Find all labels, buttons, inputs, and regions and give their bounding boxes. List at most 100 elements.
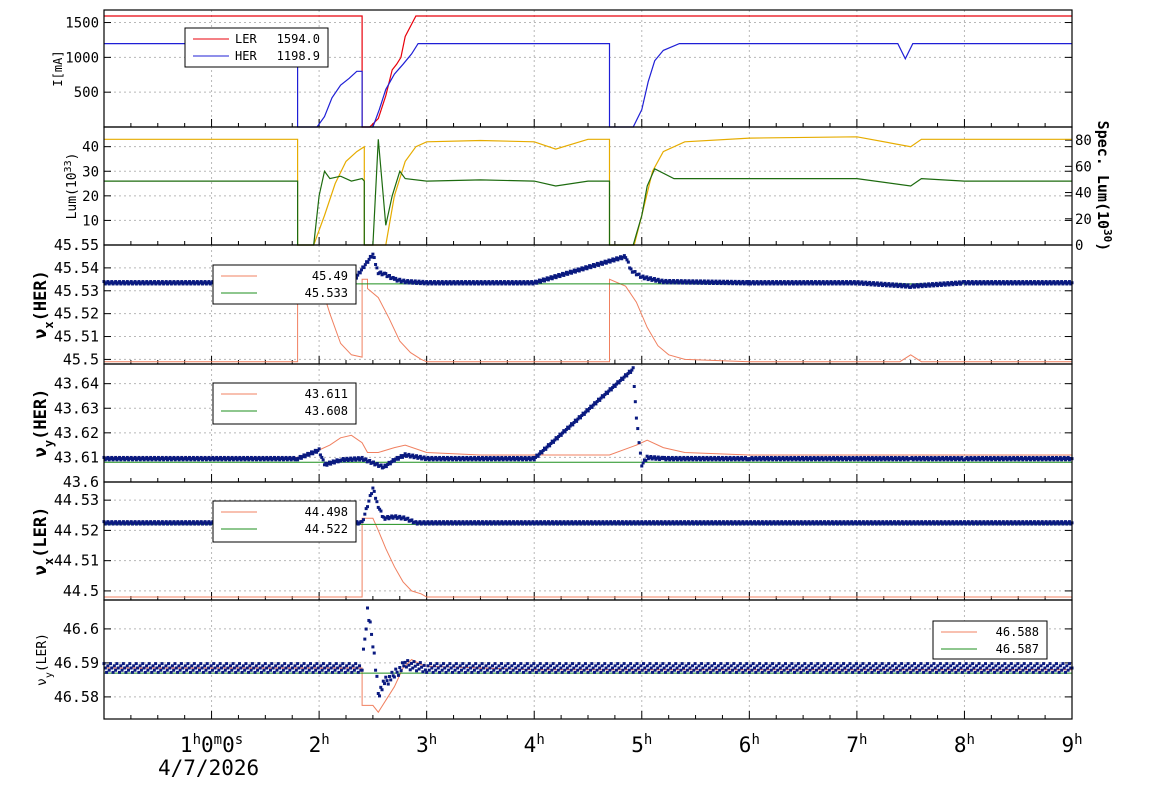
data-marker bbox=[910, 664, 914, 668]
data-marker bbox=[414, 520, 418, 524]
data-marker bbox=[320, 668, 324, 672]
data-marker bbox=[374, 496, 378, 500]
y-tick-label: 1000 bbox=[65, 50, 99, 66]
data-marker bbox=[262, 668, 266, 672]
data-marker bbox=[1025, 280, 1029, 284]
y-tick-label: 45.53 bbox=[54, 282, 99, 300]
data-marker bbox=[406, 659, 410, 663]
data-marker bbox=[176, 455, 180, 459]
data-marker bbox=[972, 666, 976, 670]
data-marker bbox=[477, 520, 481, 524]
data-marker bbox=[484, 520, 488, 524]
data-marker bbox=[986, 670, 990, 674]
data-marker bbox=[635, 662, 639, 666]
data-marker bbox=[442, 455, 446, 459]
data-marker bbox=[306, 664, 310, 668]
data-marker bbox=[257, 662, 261, 666]
data-marker bbox=[327, 668, 331, 672]
data-marker bbox=[659, 520, 663, 524]
data-marker bbox=[705, 668, 709, 672]
data-marker bbox=[1051, 670, 1055, 674]
data-marker bbox=[152, 668, 156, 672]
data-marker bbox=[693, 662, 697, 666]
data-marker bbox=[1032, 280, 1036, 284]
data-marker bbox=[918, 455, 922, 459]
data-marker bbox=[325, 463, 329, 467]
data-marker bbox=[698, 668, 702, 672]
data-marker bbox=[911, 668, 915, 672]
data-marker bbox=[799, 670, 803, 674]
data-marker bbox=[802, 280, 806, 284]
data-marker bbox=[283, 662, 287, 666]
data-marker bbox=[622, 375, 626, 379]
data-marker bbox=[954, 670, 958, 674]
data-marker bbox=[745, 662, 749, 666]
data-marker bbox=[866, 668, 870, 672]
data-marker bbox=[278, 666, 282, 670]
data-marker bbox=[732, 455, 736, 459]
data-marker bbox=[172, 455, 176, 459]
data-marker bbox=[678, 455, 682, 459]
legend-box bbox=[212, 500, 357, 543]
data-marker bbox=[948, 455, 952, 459]
data-marker bbox=[675, 666, 679, 670]
data-marker bbox=[591, 666, 595, 670]
data-marker bbox=[371, 252, 375, 256]
data-marker bbox=[931, 520, 935, 524]
data-marker bbox=[399, 669, 403, 673]
legend-name: LER bbox=[235, 32, 257, 46]
data-marker bbox=[602, 395, 606, 399]
data-marker bbox=[460, 668, 464, 672]
data-marker bbox=[484, 455, 488, 459]
data-marker bbox=[426, 455, 430, 459]
data-marker bbox=[637, 441, 641, 445]
data-marker bbox=[1025, 670, 1029, 674]
data-marker bbox=[129, 520, 133, 524]
data-marker bbox=[525, 662, 529, 666]
legend-name: HER bbox=[235, 49, 257, 63]
data-marker bbox=[172, 668, 176, 672]
data-marker bbox=[241, 664, 245, 668]
data-marker bbox=[496, 455, 500, 459]
data-marker bbox=[957, 280, 961, 284]
data-marker bbox=[595, 668, 599, 672]
data-marker bbox=[791, 520, 795, 524]
data-marker bbox=[363, 512, 367, 516]
data-marker bbox=[817, 666, 821, 670]
data-marker bbox=[1035, 455, 1039, 459]
data-marker bbox=[178, 668, 182, 672]
data-marker bbox=[296, 662, 300, 666]
data-marker bbox=[457, 520, 461, 524]
data-marker bbox=[442, 520, 446, 524]
data-marker bbox=[812, 670, 816, 674]
data-marker bbox=[621, 255, 625, 259]
data-marker bbox=[396, 673, 400, 677]
data-marker bbox=[432, 280, 436, 284]
data-marker bbox=[196, 664, 200, 668]
data-marker bbox=[652, 277, 656, 281]
data-marker bbox=[552, 275, 556, 279]
data-marker bbox=[640, 464, 644, 468]
data-marker bbox=[441, 662, 445, 666]
data-marker bbox=[952, 455, 956, 459]
data-marker bbox=[341, 457, 345, 461]
data-marker bbox=[127, 668, 131, 672]
data-marker bbox=[121, 662, 125, 666]
data-marker bbox=[597, 263, 601, 267]
data-marker bbox=[590, 264, 594, 268]
data-marker bbox=[507, 666, 511, 670]
data-marker bbox=[558, 520, 562, 524]
data-marker bbox=[320, 455, 324, 459]
data-marker bbox=[825, 670, 829, 674]
data-marker bbox=[943, 520, 947, 524]
series-markers bbox=[102, 366, 1074, 470]
data-marker bbox=[706, 520, 710, 524]
data-marker bbox=[982, 520, 986, 524]
data-marker bbox=[668, 279, 672, 283]
data-marker bbox=[537, 278, 541, 282]
data-marker bbox=[368, 458, 372, 462]
data-marker bbox=[168, 666, 172, 670]
data-marker bbox=[945, 662, 949, 666]
data-marker bbox=[860, 280, 864, 284]
